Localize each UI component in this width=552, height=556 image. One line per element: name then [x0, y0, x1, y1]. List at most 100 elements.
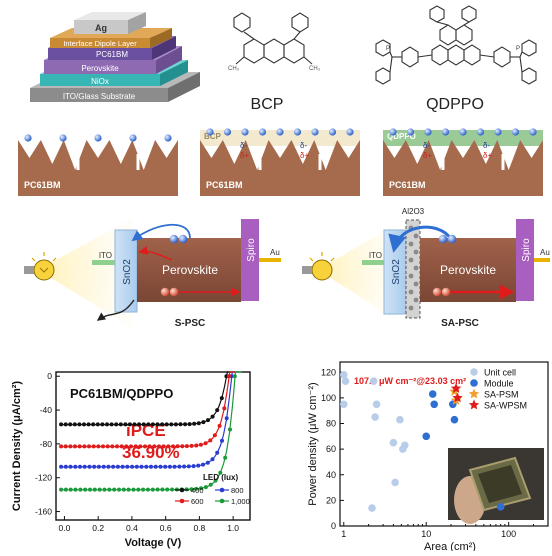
jv-data-point	[173, 422, 178, 427]
pd-point-unit-cell	[368, 504, 376, 512]
qdppo-p-right: P	[516, 46, 520, 52]
jv-data-point	[201, 462, 205, 467]
jv-data-point	[219, 396, 224, 401]
jv-data-point	[59, 487, 64, 492]
electron-icon	[346, 128, 354, 136]
left-au-label: Au	[270, 248, 280, 257]
jv-axes-frame	[55, 371, 251, 521]
electron-icon	[59, 134, 67, 142]
electron-icon	[24, 134, 32, 142]
jv-data-point	[177, 464, 182, 469]
jv-data-point	[224, 416, 229, 421]
jv-data-point	[169, 422, 174, 427]
pd-legend-label: SA-PSM	[484, 390, 519, 400]
jv-data-point	[164, 422, 169, 427]
jv-chart-title: PC61BM/QDPPO	[70, 386, 173, 401]
pd-point-unit-cell	[339, 371, 348, 379]
jv-data-point	[157, 444, 161, 449]
light-beam-left	[38, 218, 132, 328]
interface-perovskite-surface	[383, 140, 543, 196]
jv-x-tick-label: 1.0	[227, 523, 239, 533]
jv-x-tick-label: 0.6	[160, 523, 172, 533]
pd-series-unit-cell	[339, 371, 409, 512]
jv-data-point	[146, 422, 151, 427]
jv-data-point	[127, 422, 132, 427]
jv-data-point	[152, 444, 157, 449]
jv-data-point	[145, 487, 150, 492]
jv-data-point	[112, 487, 117, 492]
jv-data-point	[77, 422, 82, 427]
electron-icon	[258, 128, 267, 136]
qdppo-molecule	[375, 5, 537, 85]
pd-x-axis-label: Area (cm²)	[424, 541, 476, 551]
jv-data-point	[91, 444, 96, 449]
pd-point-module	[470, 379, 478, 387]
jv-data-point	[183, 422, 188, 427]
delta-plus-label: δ+	[300, 151, 309, 160]
jv-legend-marker	[219, 498, 225, 504]
jv-y-tick-label: 0	[47, 371, 52, 381]
jv-data-point	[97, 487, 102, 492]
jv-data-point	[77, 444, 82, 449]
jv-data-point	[196, 421, 201, 426]
jv-data-point	[68, 464, 73, 469]
jv-data-point	[196, 463, 201, 468]
jv-data-point	[110, 444, 115, 449]
bulb-icon	[24, 252, 57, 281]
delta-plus-label: δ+	[240, 151, 249, 160]
left-sno2-label: SnO2	[122, 259, 133, 285]
electron-icon	[206, 128, 214, 136]
jv-data-point	[215, 408, 220, 413]
right-sno2-label: SnO2	[391, 259, 402, 285]
jv-data-point	[95, 422, 100, 427]
pd-x-tick-label: 100	[501, 529, 516, 539]
jv-data-point	[158, 464, 163, 469]
pd-legend-label: SA-WPSM	[484, 401, 527, 411]
interface-panels: PC61BMBCPPC61BMδ-δ+δ-δ+QDPPOPC61BMδ-δ+δ-…	[18, 128, 543, 196]
electron-icon	[441, 128, 450, 136]
jv-data-point	[124, 444, 129, 449]
device-photo-inset	[448, 448, 544, 524]
pd-legend-label: Unit cell	[484, 368, 516, 378]
left-spiro	[241, 219, 259, 301]
jv-data-point	[101, 444, 105, 449]
electron-icon	[529, 128, 537, 136]
electron-icon	[447, 234, 457, 244]
pd-y-tick-label: 0	[331, 521, 336, 531]
jv-x-tick-label: 0.4	[126, 523, 138, 533]
jv-data-point	[175, 444, 180, 449]
jv-data-point	[167, 464, 172, 469]
jv-data-point	[160, 422, 165, 427]
jv-x-tick-label: 0.0	[59, 523, 71, 533]
jv-data-point	[115, 444, 119, 449]
jv-data-point	[205, 460, 210, 465]
qdppo-label: QDPPO	[426, 96, 484, 113]
jv-data-point	[123, 422, 128, 427]
right-perovskite-label: Perovskite	[440, 263, 496, 277]
jv-data-point	[171, 444, 175, 449]
jv-data-point	[111, 464, 116, 469]
jv-data-point	[160, 487, 165, 492]
pd-point-unit-cell	[470, 368, 478, 376]
jv-data-point	[166, 444, 171, 449]
jv-y-tick-label: -120	[35, 473, 52, 483]
pd-point-unit-cell	[369, 377, 378, 386]
layer-stack: ITO/Glass Substrate NiOx Perovskite PC61…	[30, 12, 200, 102]
pd-point-unit-cell	[391, 478, 399, 487]
pd-series-sa-wpsm	[450, 383, 463, 403]
jv-data-point	[131, 487, 136, 492]
jv-data-point	[194, 486, 199, 491]
electron-icon	[424, 128, 432, 136]
pd-y-tick-label: 120	[321, 367, 336, 377]
jv-data-point	[106, 464, 111, 469]
jv-data-point	[86, 422, 91, 427]
electron-icon	[241, 128, 249, 136]
jv-data-point	[102, 487, 107, 492]
jv-data-point	[201, 420, 206, 425]
pd-y-tick-label: 100	[321, 393, 336, 403]
layer-perovskite-label: Perovskite	[81, 64, 119, 73]
jv-data-point	[139, 464, 144, 469]
